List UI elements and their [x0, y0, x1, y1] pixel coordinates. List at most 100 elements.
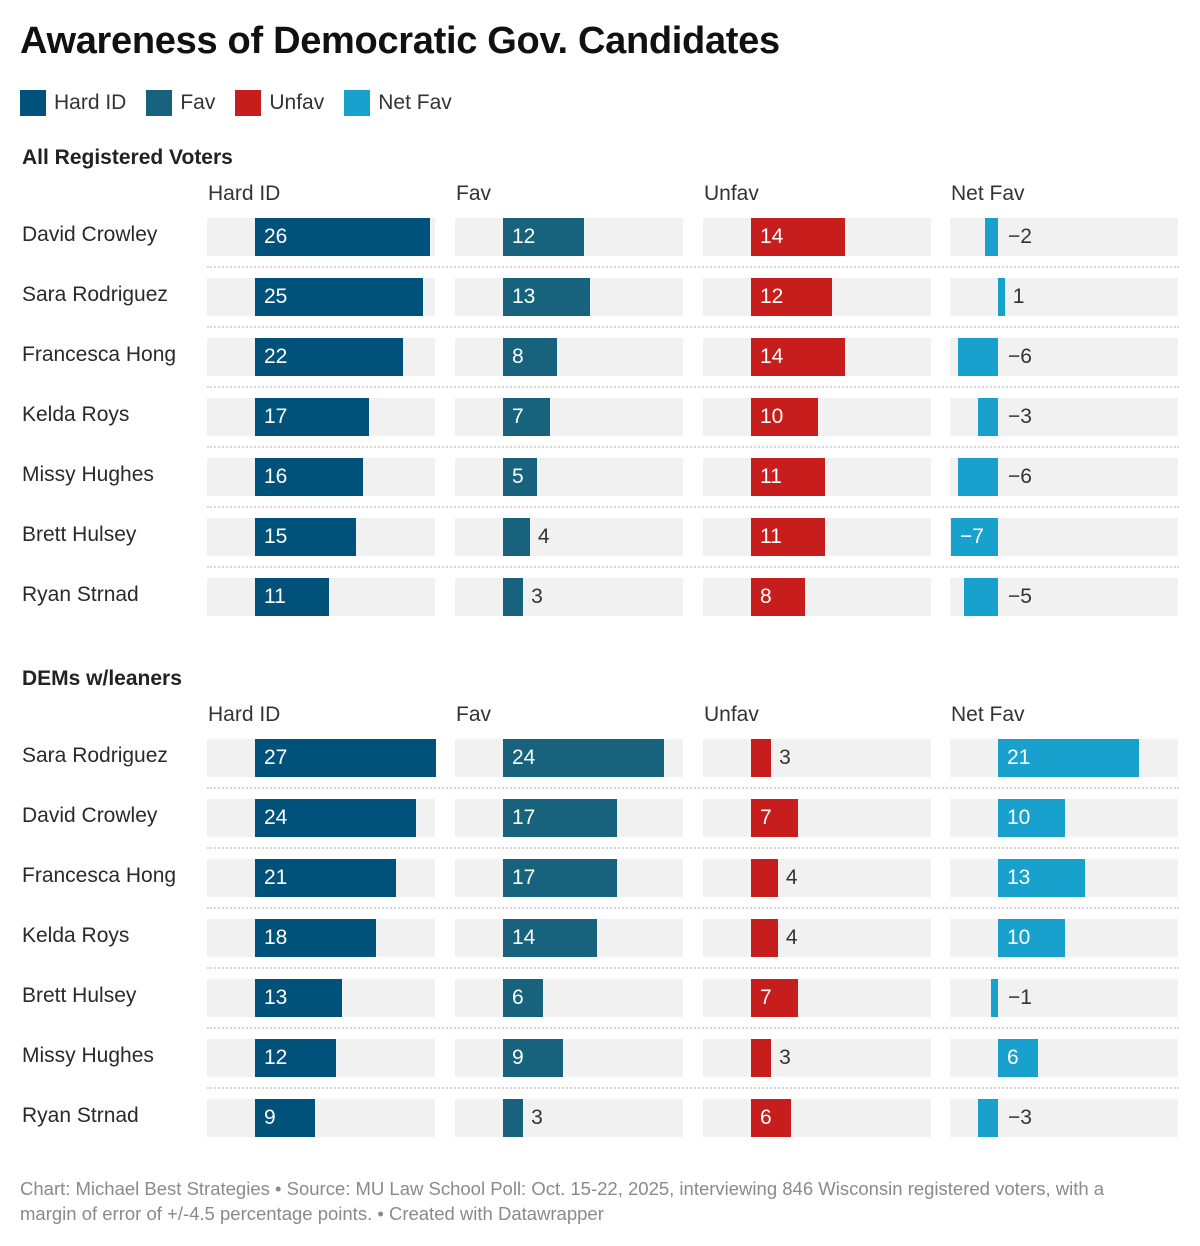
bar-unfav	[751, 799, 799, 837]
row-separator	[207, 326, 1179, 328]
bar-value-label: 9	[264, 1106, 276, 1129]
bar-unfav	[751, 398, 819, 436]
bar-value-label: 8	[512, 345, 524, 368]
bar-track	[703, 578, 931, 616]
bar-value-label: 7	[760, 806, 772, 829]
bar-value-label: 14	[760, 345, 784, 368]
bar-hard-id	[255, 458, 363, 496]
bar-value-label: 18	[264, 926, 288, 949]
bar-value-label: −6	[1008, 465, 1032, 488]
bar-track	[455, 458, 683, 496]
row-label: Ryan Strnad	[22, 1104, 139, 1127]
legend-label: Fav	[180, 91, 216, 114]
bar-value-label: 6	[760, 1106, 772, 1129]
bar-track	[455, 979, 683, 1017]
row-label: Francesca Hong	[22, 864, 177, 887]
bar-track	[950, 979, 1178, 1017]
bar-net-fav	[998, 739, 1140, 777]
bar-value-label: 3	[779, 746, 791, 769]
legend-swatch-hard-id	[20, 90, 46, 116]
bar-unfav	[751, 218, 846, 256]
row-label: David Crowley	[22, 804, 158, 827]
bar-unfav	[751, 739, 772, 777]
bar-net-fav	[957, 338, 998, 376]
row-separator	[207, 566, 1179, 568]
row-separator	[207, 446, 1179, 448]
legend-label: Hard ID	[54, 91, 127, 114]
bar-value-label: 22	[264, 345, 288, 368]
bar-value-label: 4	[785, 926, 798, 949]
bar-hard-id	[255, 218, 430, 256]
bar-fav	[503, 518, 530, 556]
bar-fav	[503, 919, 598, 957]
row-separator	[207, 506, 1179, 508]
row-separator	[207, 386, 1179, 388]
legend-swatch-fav	[146, 90, 173, 116]
legend-item-hard-id: Hard ID	[20, 90, 126, 116]
bar-value-label: 11	[760, 465, 782, 488]
bar-unfav	[751, 1099, 792, 1137]
bar-value-label: 24	[264, 806, 288, 829]
row-label: Francesca Hong	[22, 343, 177, 366]
bar-fav	[503, 1039, 564, 1077]
bar-track	[703, 739, 931, 777]
row-label: Kelda Roys	[22, 403, 130, 426]
bar-value-label: 10	[760, 405, 784, 428]
bar-unfav	[751, 518, 825, 556]
bar-value-label: 11	[264, 585, 286, 608]
bar-hard-id	[255, 919, 376, 957]
legend-item-fav: Fav	[146, 90, 215, 116]
bar-track	[703, 919, 931, 957]
bar-unfav	[751, 338, 846, 376]
bar-unfav	[751, 1039, 772, 1077]
bar-track	[455, 518, 683, 556]
bar-value-label: −2	[1008, 225, 1032, 248]
legend-swatch-unfav	[235, 90, 262, 116]
bar-value-label: 1	[1012, 285, 1025, 308]
row-label: Kelda Roys	[22, 924, 130, 947]
legend-label: Net Fav	[378, 91, 452, 114]
bar-hard-id	[255, 1099, 316, 1137]
bar-value-label: −3	[1008, 1106, 1032, 1129]
bar-net-fav	[984, 218, 998, 256]
bar-value-label: −5	[1008, 585, 1032, 608]
bar-unfav	[751, 979, 799, 1017]
bar-value-label: −3	[1008, 405, 1032, 428]
legend-label: Unfav	[269, 91, 325, 114]
bar-value-label: 11	[760, 525, 782, 548]
bar-value-label: 25	[264, 285, 288, 308]
bar-fav	[503, 799, 618, 837]
bar-net-fav	[977, 398, 998, 436]
legend-item-net-fav: Net Fav	[344, 90, 452, 116]
bar-value-label: 6	[1007, 1046, 1019, 1069]
row-label: Missy Hughes	[22, 463, 154, 486]
bar-value-label: 21	[264, 866, 288, 889]
bar-value-label: 10	[1007, 926, 1031, 949]
bar-hard-id	[255, 1039, 336, 1077]
chart-title: Awareness of Democratic Gov. Candidates	[20, 20, 780, 62]
bar-value-label: 4	[537, 525, 550, 548]
bar-value-label: 27	[264, 746, 288, 769]
section-title: All Registered Voters	[22, 146, 233, 169]
bar-fav	[503, 1099, 524, 1137]
bar-net-fav	[991, 979, 998, 1017]
column-header-unfav: Unfav	[704, 182, 759, 205]
bar-net-fav	[998, 278, 1005, 316]
bar-value-label: 12	[264, 1046, 288, 1069]
column-header-hard-id: Hard ID	[208, 182, 281, 205]
row-separator	[207, 266, 1179, 268]
bar-fav	[503, 218, 584, 256]
bar-net-fav	[998, 859, 1086, 897]
legend-swatch-net-fav	[344, 90, 371, 116]
bar-value-label: 15	[264, 525, 288, 548]
bar-value-label: 13	[1007, 866, 1031, 889]
legend: Hard ID Fav Unfav Net Fav	[20, 90, 472, 116]
section-title: DEMs w/leaners	[22, 667, 182, 690]
bar-fav	[503, 278, 591, 316]
bar-value-label: 3	[779, 1046, 791, 1069]
column-header-unfav: Unfav	[704, 703, 759, 726]
bar-hard-id	[255, 859, 397, 897]
bar-hard-id	[255, 338, 403, 376]
bar-value-label: 12	[760, 285, 784, 308]
bar-track	[455, 578, 683, 616]
